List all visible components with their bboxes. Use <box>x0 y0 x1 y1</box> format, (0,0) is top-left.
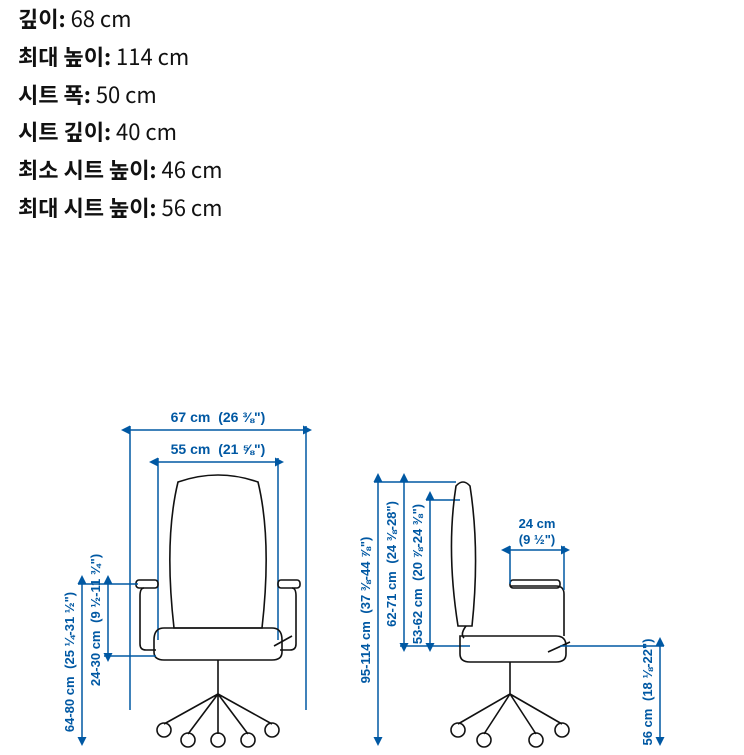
chair-front-view: 67 cm (26 ⅜") 55 cm (21 ⅝") <box>62 409 306 747</box>
spec-label: 깊이: <box>18 2 66 34</box>
dim-label: 67 cm <box>171 409 211 425</box>
spec-value: 46 cm <box>162 153 223 185</box>
spec-label: 시트 깊이: <box>18 115 111 147</box>
spec-row: 시트 깊이: 40 cm <box>18 113 726 151</box>
dim-label: 62-71 cm <box>384 571 399 627</box>
spec-list: 깊이: 68 cm 최대 높이: 114 cm 시트 폭: 50 cm 시트 깊… <box>0 0 744 227</box>
dim-label: (24 ⅜-28") <box>384 501 399 564</box>
dimension-diagram: 67 cm (26 ⅜") 55 cm (21 ⅝") <box>60 390 700 750</box>
chair-side-view: 95-114 cm (37 ⅜-44 ⅞") 62-71 cm (24 ⅜-28… <box>358 482 664 747</box>
dim-label: 56 cm <box>640 709 655 746</box>
svg-text:55 cm (21 ⅝"): 55 cm (21 ⅝") <box>171 441 266 457</box>
dim-label: 24-30 cm <box>88 631 103 687</box>
dim-label: 53-62 cm <box>410 588 425 644</box>
spec-value: 40 cm <box>116 115 177 147</box>
dim-label: (21 ⅝") <box>218 441 265 457</box>
svg-text:24-30 cm (9 ½-11 ¾"): 24-30 cm (9 ½-11 ¾") <box>88 554 103 686</box>
dim-label: (20 ⅞-24 ⅜") <box>410 504 425 581</box>
spec-row: 최대 높이: 114 cm <box>18 38 726 76</box>
spec-row: 깊이: 68 cm <box>18 0 726 38</box>
svg-text:56 cm (18 ⅛-22"): 56 cm (18 ⅛-22") <box>640 638 655 745</box>
dim-label: (26 ⅜") <box>218 409 265 425</box>
spec-value: 50 cm <box>96 78 157 110</box>
spec-value: 68 cm <box>71 2 132 34</box>
svg-text:64-80 cm (25 ¼-31 ½"): 64-80 cm (25 ¼-31 ½") <box>62 592 77 732</box>
dim-label: 64-80 cm <box>62 676 77 732</box>
dim-label: (9 ½") <box>519 532 556 547</box>
dim-label: (9 ½-11 ¾") <box>88 554 103 623</box>
spec-label: 최소 시트 높이: <box>18 153 157 185</box>
dim-label: 55 cm <box>171 441 211 457</box>
spec-label: 최대 시트 높이: <box>18 191 157 223</box>
spec-label: 시트 폭: <box>18 78 91 110</box>
dim-label: (18 ⅛-22") <box>640 638 655 701</box>
spec-value: 56 cm <box>162 191 223 223</box>
spec-value: 114 cm <box>116 40 189 72</box>
dim-label: (37 ⅜-44 ⅞") <box>358 537 373 614</box>
spec-label: 최대 높이: <box>18 40 111 72</box>
dim-label: 24 cm <box>519 516 556 531</box>
spec-row: 시트 폭: 50 cm <box>18 76 726 114</box>
dim-label: (25 ¼-31 ½") <box>62 592 77 669</box>
dim-label: 95-114 cm <box>358 621 373 683</box>
svg-text:95-114 cm (37 ⅜-44 ⅞"): 95-114 cm (37 ⅜-44 ⅞") <box>358 537 373 684</box>
svg-text:53-62 cm (20 ⅞-24 ⅜"): 53-62 cm (20 ⅞-24 ⅜") <box>410 504 425 644</box>
svg-text:67 cm (26 ⅜"): 67 cm (26 ⅜") <box>171 409 266 425</box>
svg-text:62-71 cm (24 ⅜-28"): 62-71 cm (24 ⅜-28") <box>384 501 399 627</box>
spec-row: 최소 시트 높이: 46 cm <box>18 151 726 189</box>
spec-row: 최대 시트 높이: 56 cm <box>18 189 726 227</box>
